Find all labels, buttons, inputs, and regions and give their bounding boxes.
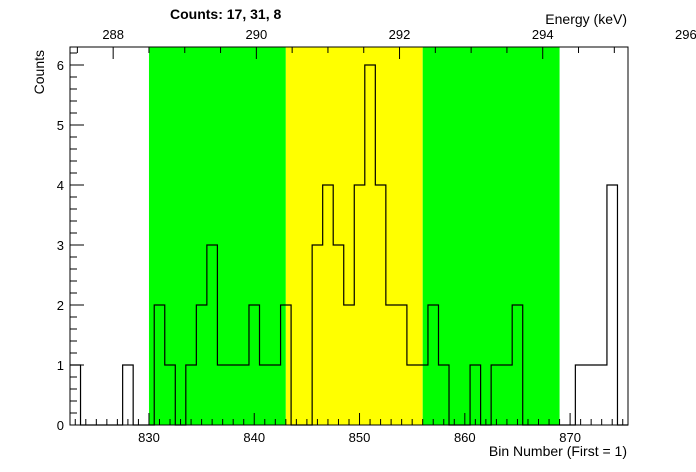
energy-tick-label: 294	[532, 27, 554, 42]
y-tick-label: 5	[57, 118, 64, 133]
energy-axis-title: Energy (keV)	[545, 11, 627, 27]
histogram-outline	[70, 64, 628, 426]
y-tick-label: 1	[57, 358, 64, 373]
y-tick-label: 0	[57, 418, 64, 433]
x-tick-label: 860	[454, 430, 476, 445]
energy-tick-label: 290	[245, 27, 267, 42]
x-axis-title: Bin Number (First = 1)	[489, 443, 627, 459]
x-tick-label: 830	[138, 430, 160, 445]
energy-tick-label: 288	[102, 27, 124, 42]
histogram-bin	[70, 365, 81, 425]
histogram-bars	[70, 64, 628, 426]
region-band-right	[422, 47, 560, 425]
histogram-bin	[586, 365, 597, 425]
y-tick-label: 4	[57, 178, 64, 193]
chart-title-counts: Counts: 17, 31, 8	[170, 6, 281, 22]
x-tick-label: 850	[349, 430, 371, 445]
histogram-bin	[123, 365, 134, 425]
region-band-left	[148, 47, 286, 425]
x-axis-top-energy: 286288290292294296298300302304	[76, 27, 696, 59]
x-axis-bottom: 830 840 850 860 870	[74, 413, 624, 445]
y-tick-label: 2	[57, 298, 64, 313]
y-tick-label: 6	[57, 58, 64, 73]
y-axis-left: 0 1 2 3 4 5 6	[57, 52, 84, 433]
y-axis-title: Counts	[31, 50, 47, 94]
histogram-bin	[575, 365, 586, 425]
histogram-bin	[596, 365, 607, 425]
histogram-bin	[607, 185, 618, 425]
energy-tick-label: 296	[675, 27, 696, 42]
x-tick-label: 870	[559, 430, 581, 445]
y-tick-label: 3	[57, 238, 64, 253]
energy-tick-label: 292	[389, 27, 411, 42]
x-tick-label: 840	[243, 430, 265, 445]
